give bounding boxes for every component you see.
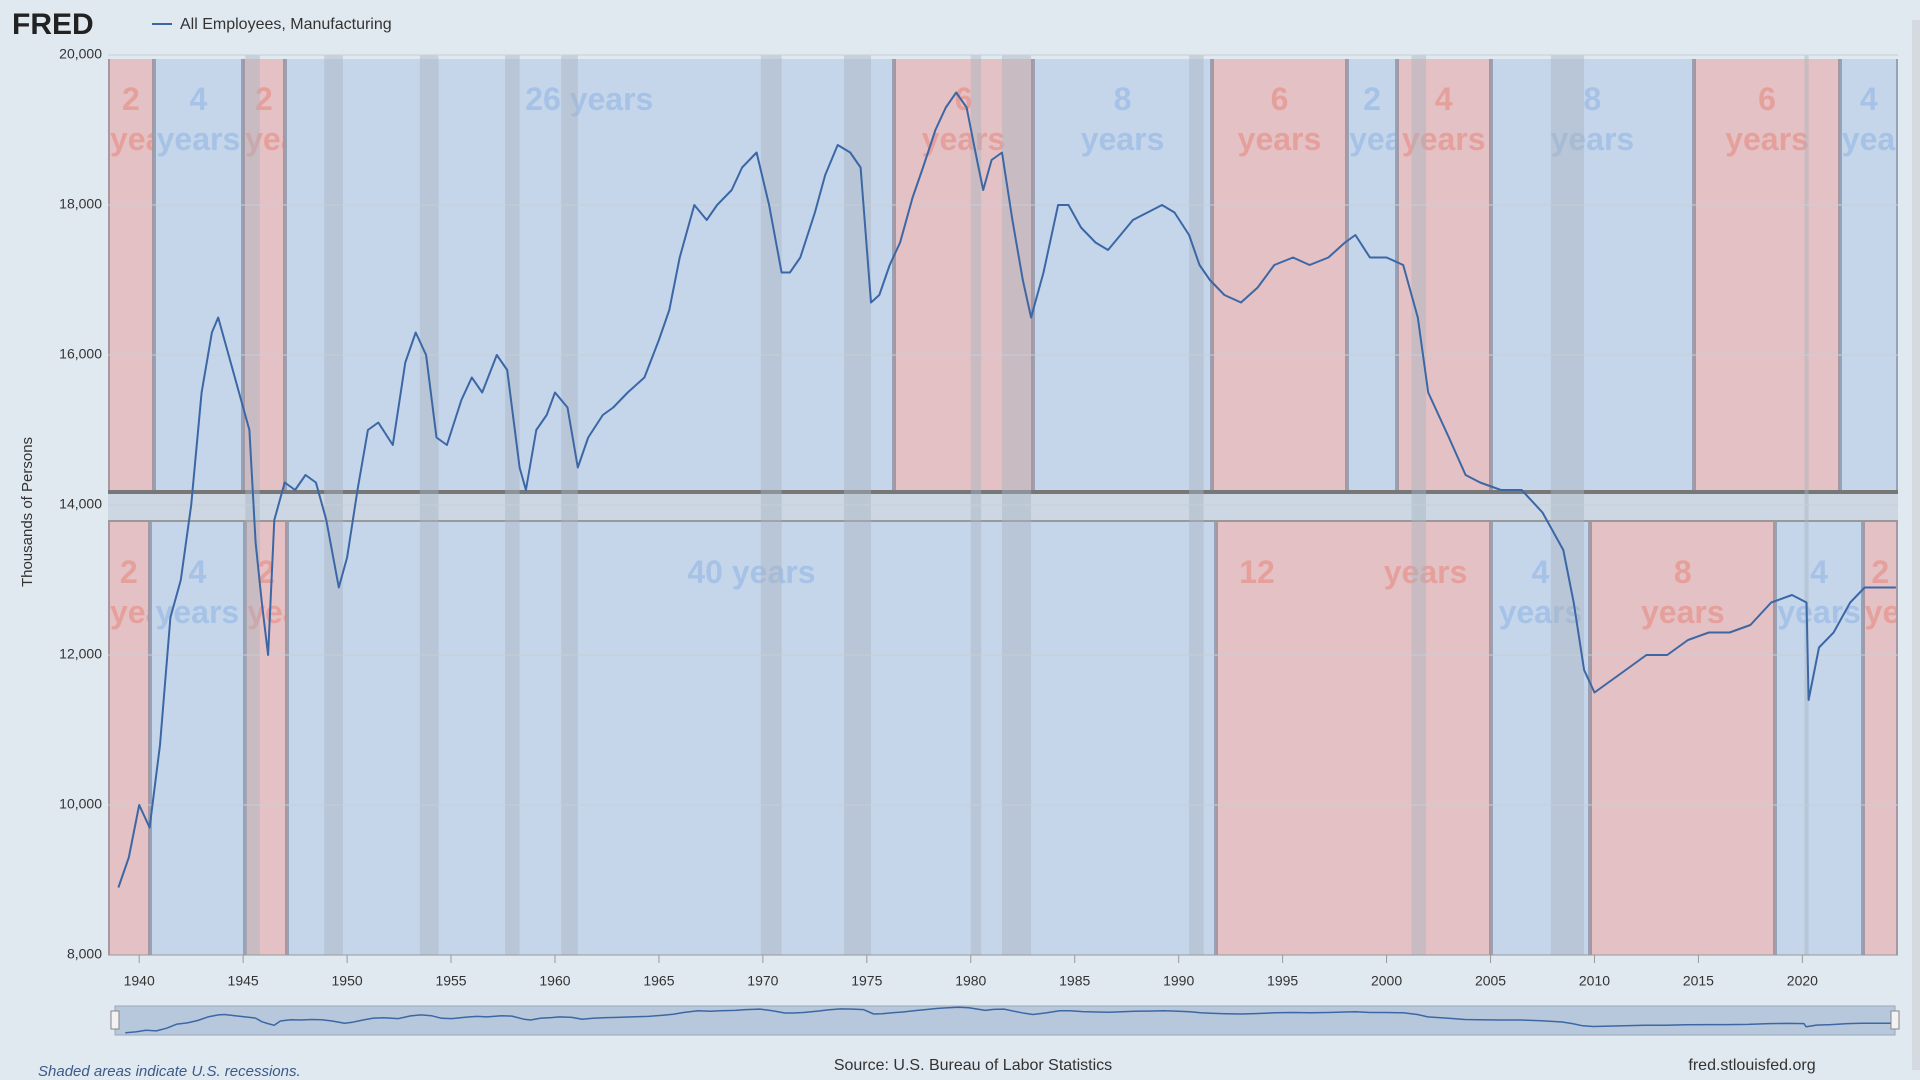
overlay-label: 8 years — [1080, 81, 1165, 157]
x-tick-label: 2010 — [1579, 973, 1610, 989]
x-tick-label: 1990 — [1163, 973, 1194, 989]
x-tick-label: 1940 — [124, 973, 155, 989]
y-tick-label: 16,000 — [59, 346, 102, 362]
overlay-band: 4 years — [1490, 522, 1591, 955]
overlay-band: 2 years — [108, 522, 150, 955]
overlay-label: 2 years — [245, 81, 283, 157]
legend-label[interactable]: All Employees, Manufacturing — [180, 16, 392, 33]
overlay-band: 8 years — [1490, 59, 1695, 490]
scrollbar[interactable] — [1912, 20, 1920, 1070]
x-tick-label: 1945 — [228, 973, 259, 989]
x-tick-label: 2005 — [1475, 973, 1506, 989]
overlay-band: 2 years — [1347, 59, 1397, 490]
overlay-label: 6 years — [1237, 81, 1322, 157]
overlay-band: 26 years — [284, 59, 894, 490]
y-tick-label: 20,000 — [59, 46, 102, 62]
overlay-label: 6 years — [1725, 81, 1809, 157]
overlay-band: 4 years — [1839, 59, 1898, 490]
overlay-band: 8 years — [1590, 522, 1776, 955]
navigator-handle-left[interactable] — [110, 1010, 120, 1030]
overlay-strip — [108, 490, 1898, 522]
navigator — [114, 1005, 1896, 1036]
overlay-label: 2 years — [110, 554, 148, 630]
overlay-label: 2 years — [110, 81, 152, 157]
overlay-label: 4 years — [156, 81, 241, 157]
overlay-label: 4 years — [1498, 554, 1583, 630]
site-link[interactable]: fred.stlouisfed.org — [1688, 1057, 1815, 1074]
overlay-label: 2 years — [1349, 81, 1395, 157]
x-tick-label: 1965 — [643, 973, 674, 989]
x-tick-label: 2015 — [1683, 973, 1714, 989]
overlay-label: 8 years — [1550, 81, 1635, 157]
navigator-line — [125, 1006, 1893, 1034]
recession-note: Shaded areas indicate U.S. recessions. — [38, 1063, 301, 1080]
overlay-label: 8 years — [1640, 554, 1725, 630]
overlay-band: 40 years — [286, 522, 1217, 955]
overlay-band: 4 years — [1396, 59, 1491, 490]
x-tick-label: 1955 — [435, 973, 466, 989]
y-tick-label: 10,000 — [59, 796, 102, 812]
overlay-band: 2 years — [243, 59, 285, 490]
overlay-label: 26 years — [525, 81, 654, 117]
x-tick-label: 1970 — [747, 973, 778, 989]
x-tick-label: 1985 — [1059, 973, 1090, 989]
overlay-band: 6 years — [1211, 59, 1348, 490]
logo[interactable]: FRED — [12, 8, 94, 41]
x-tick-label: 1960 — [539, 973, 570, 989]
x-tick-label: 1975 — [851, 973, 882, 989]
overlay-label: 2 years — [247, 554, 285, 630]
overlay-band: 4 years — [1775, 522, 1863, 955]
overlay-label: 6 years — [921, 81, 1006, 157]
overlay-band: 2 years — [108, 59, 154, 490]
overlay-band: 8 years — [1033, 59, 1212, 490]
overlay-label: 4 years — [1841, 81, 1896, 157]
x-tick-label: 1950 — [332, 973, 363, 989]
y-axis-title: Thousands of Persons — [19, 437, 36, 587]
overlay-band: 6 years — [1694, 59, 1840, 490]
x-tick-label: 1995 — [1267, 973, 1298, 989]
y-tick-label: 14,000 — [59, 496, 102, 512]
overlay-label: 12 years — [1239, 554, 1468, 590]
overlay-label: 40 years — [687, 554, 816, 590]
x-tick-label: 2020 — [1787, 973, 1818, 989]
source: Source: U.S. Bureau of Labor Statistics — [834, 1057, 1112, 1074]
overlay-band: 4 years — [149, 522, 246, 955]
overlay-band: 6 years — [893, 59, 1034, 490]
navigator-handle-right[interactable] — [1890, 1010, 1900, 1030]
overlay-band: 12 years — [1216, 522, 1491, 955]
x-tick-label: 1980 — [955, 973, 986, 989]
overlay-label: 4 years — [1777, 554, 1861, 630]
y-tick-label: 18,000 — [59, 196, 102, 212]
y-tick-label: 8,000 — [67, 946, 102, 962]
overlay-band: 2 years — [245, 522, 287, 955]
overlay-label: 4 years — [1401, 81, 1486, 157]
x-tick-label: 2000 — [1371, 973, 1402, 989]
series-line — [117, 91, 1896, 888]
y-tick-label: 12,000 — [59, 646, 102, 662]
overlay-label: 2 years — [1864, 554, 1898, 630]
overlay-band: 2 years — [1862, 522, 1898, 955]
